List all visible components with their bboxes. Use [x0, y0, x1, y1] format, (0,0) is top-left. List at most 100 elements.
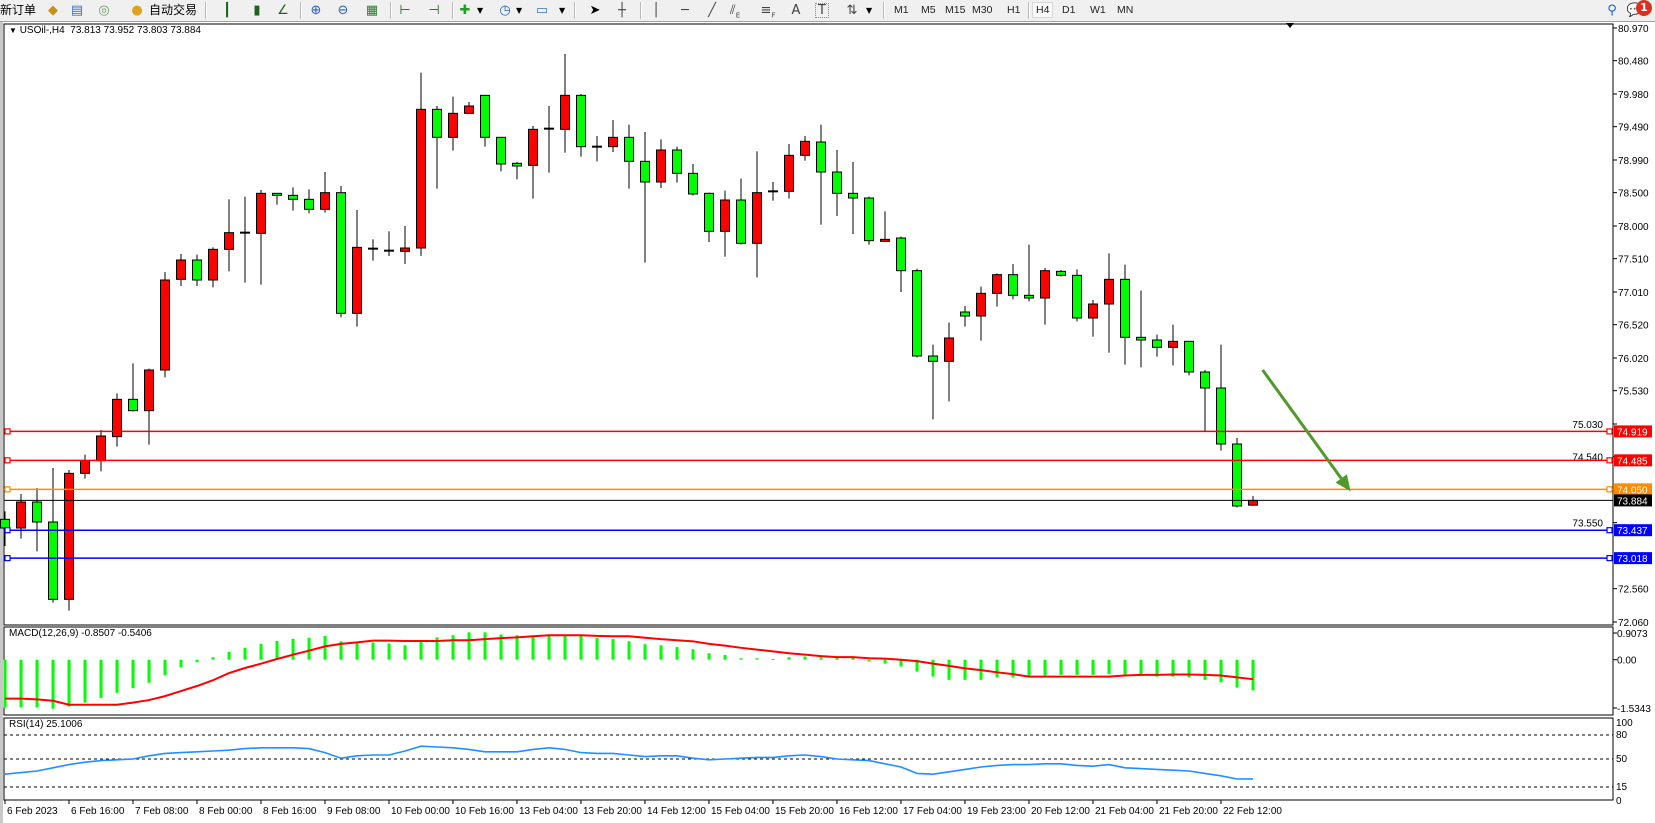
candle-body	[464, 105, 474, 114]
macd-histogram-bar	[947, 659, 951, 680]
signals-icon[interactable]: ◎	[98, 3, 110, 18]
horizontal-line-icon[interactable]: ─	[681, 3, 689, 18]
zoom-out-icon[interactable]: ⊖	[337, 3, 349, 18]
candle	[944, 322, 954, 402]
macd-histogram-bar	[643, 644, 647, 660]
arrows-icon[interactable]: ⇅	[846, 3, 858, 18]
macd-histogram-bar	[35, 659, 39, 708]
candle	[464, 102, 474, 114]
candle-body	[48, 521, 58, 600]
main-chart-frame	[3, 23, 1614, 626]
macd-histogram-bar	[1107, 659, 1111, 675]
navigator-book-icon[interactable]: ◆	[48, 3, 58, 18]
trend-arrow-shaft	[1261, 369, 1343, 480]
macd-histogram-bar	[451, 635, 455, 660]
candle	[336, 186, 346, 318]
separator	[883, 2, 885, 19]
vertical-line-icon[interactable]: │	[652, 3, 660, 18]
tile-windows-icon[interactable]: ▦	[365, 3, 379, 18]
macd-histogram-bar	[1123, 659, 1127, 675]
macd-histogram-bar	[275, 640, 279, 660]
macd-histogram-bar	[771, 658, 775, 660]
candle-body	[848, 192, 858, 199]
timeframe-m30[interactable]: M30	[972, 4, 993, 16]
cursor-icon[interactable]: ➤	[589, 3, 601, 18]
bar-chart-icon[interactable]: ┃	[223, 3, 231, 18]
bid-label-bg	[1614, 494, 1652, 507]
candle	[288, 187, 298, 211]
text-tool[interactable]: T	[815, 3, 829, 18]
candle-body	[496, 136, 506, 165]
timeframe-mn[interactable]: MN	[1117, 4, 1134, 16]
timeframe-m15[interactable]: M15	[945, 4, 966, 16]
rsi-line	[4, 745, 1254, 780]
text-label-tool[interactable]: A	[791, 3, 801, 18]
time-tick-label: 10 Feb 16:00	[455, 806, 514, 817]
templates-icon[interactable]: ▭	[535, 3, 549, 18]
rsi-tick-label: 80	[1616, 730, 1628, 741]
macd-histogram-bar	[579, 635, 583, 660]
candle	[864, 196, 874, 245]
candle-body	[1024, 294, 1034, 299]
line-handle-right	[1606, 486, 1613, 493]
high-value: 73.952	[103, 25, 135, 36]
chevron-down-icon[interactable]: ▼	[866, 6, 873, 15]
chart-shift-icon[interactable]: ⊣	[428, 3, 440, 18]
search-icon[interactable]: ⚲	[1607, 3, 1617, 18]
candle-body	[1040, 270, 1050, 299]
timeframe-w1[interactable]: W1	[1090, 4, 1106, 16]
line-handle-left	[4, 486, 11, 493]
macd-histogram-bar	[819, 657, 823, 660]
macd-histogram-bar	[787, 657, 791, 660]
equidistant-channel-icon[interactable]: ⫽E	[729, 3, 741, 20]
collapse-triangle-icon[interactable]: ▼	[9, 26, 17, 35]
crosshair-icon[interactable]: ┼	[618, 3, 626, 18]
candle-body	[928, 355, 938, 362]
timeframe-d1[interactable]: D1	[1062, 4, 1076, 16]
chart-shift-marker	[1286, 23, 1294, 28]
candle	[656, 139, 666, 188]
chevron-down-icon[interactable]: ▼	[559, 6, 566, 15]
price-label-bg	[1614, 524, 1652, 537]
new-order-button[interactable]: 新订单	[0, 3, 37, 17]
trendline-icon[interactable]: ╱	[708, 3, 716, 18]
auto-trading-button[interactable]: 自动交易	[149, 3, 198, 17]
candle	[672, 146, 682, 183]
candle-body	[1104, 278, 1114, 305]
time-tick-label: 6 Feb 2023	[7, 806, 58, 817]
macd-histogram-bar	[675, 647, 679, 660]
chevron-down-icon[interactable]: ▼	[516, 6, 523, 15]
macd-histogram-bar	[1059, 659, 1063, 675]
zoom-in-icon[interactable]: ⊕	[310, 3, 322, 18]
candle-body	[272, 192, 282, 196]
line-price-label: 74.050	[1617, 485, 1648, 496]
timeframe-m1[interactable]: M1	[894, 4, 909, 16]
auto-trading-icon[interactable]: ●	[131, 3, 143, 18]
add-indicator-icon[interactable]: ✚	[459, 3, 471, 18]
timeframe-m5[interactable]: M5	[921, 4, 936, 16]
separator	[452, 2, 454, 19]
candlestick-icon[interactable]: ▮	[253, 3, 261, 18]
macd-histogram-bar	[147, 659, 151, 683]
fibonacci-icon[interactable]: ≡F	[760, 3, 776, 20]
line-price-label: 74.485	[1617, 456, 1648, 467]
notification-badge[interactable]: 1	[1636, 0, 1652, 16]
separator	[390, 2, 392, 19]
candle	[160, 272, 170, 378]
chart-header: ▼ USOil-,H4 73.813 73.952 73.803 73.884	[9, 25, 201, 36]
macd-histogram-bar	[371, 642, 375, 660]
line-chart-icon[interactable]: ∠	[277, 3, 289, 18]
candle	[16, 494, 26, 539]
candle-body	[80, 460, 90, 474]
periods-clock-icon[interactable]: ◷	[499, 3, 511, 18]
price-label-bg	[1614, 483, 1652, 496]
line-handle-right	[1606, 428, 1613, 435]
auto-scroll-icon[interactable]: ⊢	[399, 3, 411, 18]
terminal-icon[interactable]: ▤	[70, 3, 84, 18]
separator	[205, 2, 207, 19]
macd-histogram-bar	[435, 637, 439, 660]
chevron-down-icon[interactable]: ▼	[477, 6, 484, 15]
timeframe-h4[interactable]: H4	[1032, 2, 1054, 18]
timeframe-h1[interactable]: H1	[1007, 4, 1021, 16]
